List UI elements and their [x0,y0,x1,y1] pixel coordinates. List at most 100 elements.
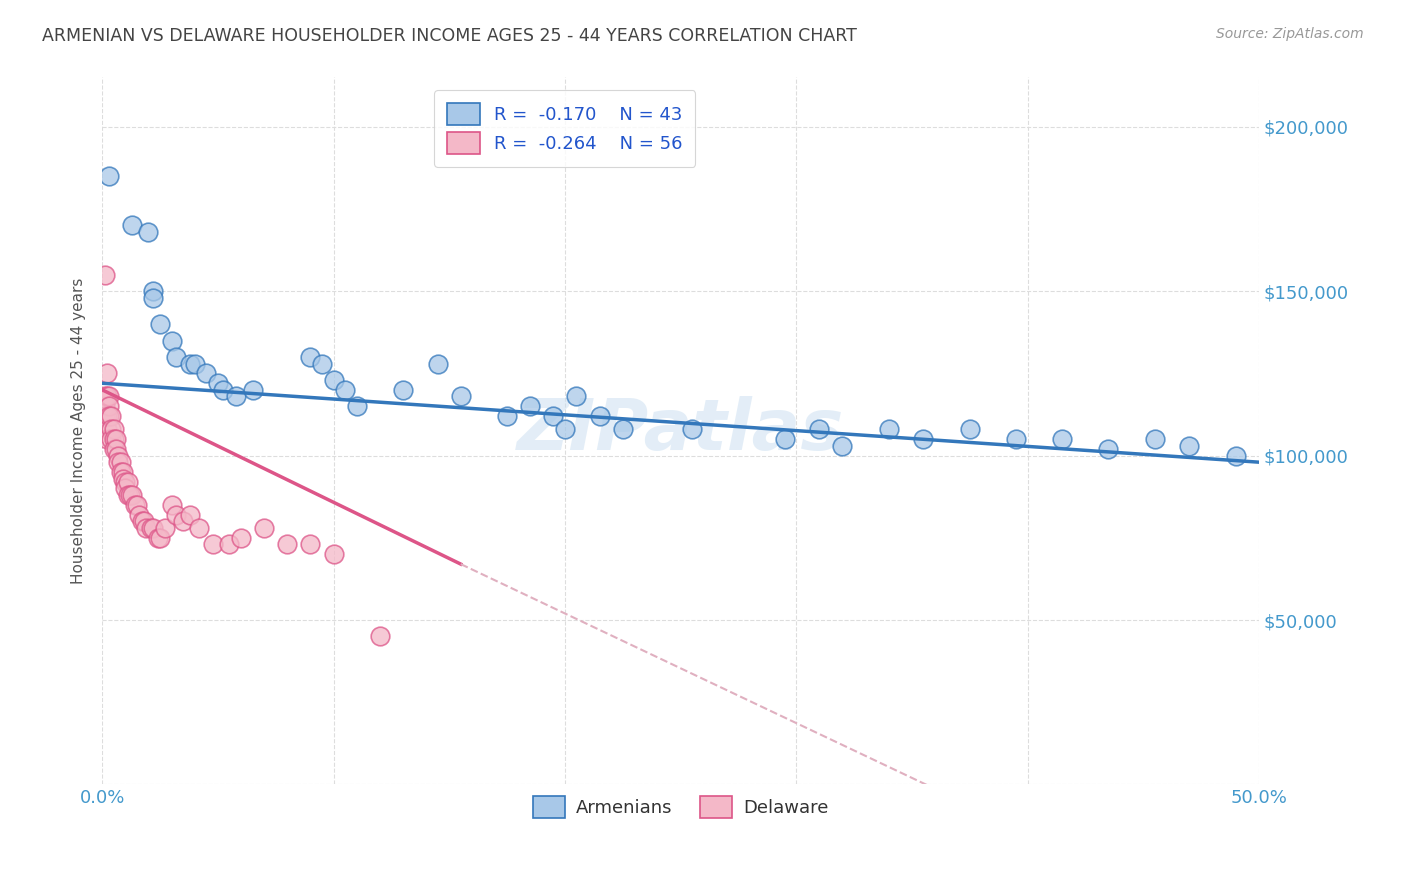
Point [299,350,322,364]
Point [160,334,183,348]
Point [959,422,981,436]
Point [519,399,541,413]
Point [554,422,576,436]
Point [132,514,155,528]
Point [1225,449,1247,463]
Point [118,488,141,502]
Point [103,442,125,456]
Point [139,521,162,535]
Point [565,389,588,403]
Point [1005,432,1028,446]
Point [105,442,128,456]
Point [160,498,183,512]
Point [100,409,122,424]
Point [96,389,118,403]
Point [105,432,128,446]
Point [103,422,125,436]
Point [218,537,240,551]
Point [149,317,172,331]
Point [322,547,344,561]
Point [98,409,121,424]
Point [112,472,135,486]
Point [322,373,344,387]
Point [1097,442,1119,456]
Point [253,521,276,535]
Text: ARMENIAN VS DELAWARE HOUSEHOLDER INCOME AGES 25 - 44 YEARS CORRELATION CHART: ARMENIAN VS DELAWARE HOUSEHOLDER INCOME … [42,27,858,45]
Text: Source: ZipAtlas.com: Source: ZipAtlas.com [1216,27,1364,41]
Point [93,389,115,403]
Point [311,357,333,371]
Point [96,367,118,381]
Point [368,630,391,644]
Point [276,537,298,551]
Point [121,219,143,233]
Point [93,409,115,424]
Legend: Armenians, Delaware: Armenians, Delaware [526,789,835,825]
Point [207,376,229,391]
Point [450,389,472,403]
Point [124,498,146,512]
Point [165,350,187,364]
Point [138,225,160,239]
Point [93,268,115,282]
Point [117,488,139,502]
Point [1178,439,1201,453]
Point [184,357,207,371]
Point [831,439,853,453]
Point [96,422,118,436]
Point [112,465,135,479]
Point [146,531,169,545]
Point [131,514,153,528]
Point [877,422,900,436]
Point [153,521,176,535]
Point [195,367,218,381]
Point [299,537,322,551]
Point [346,399,368,413]
Point [1143,432,1166,446]
Point [128,508,150,522]
Point [100,422,122,436]
Point [114,475,136,489]
Point [179,508,201,522]
Point [142,521,165,535]
Point [100,432,122,446]
Point [125,498,148,512]
Point [179,357,201,371]
Point [242,383,264,397]
Point [96,432,118,446]
Point [96,409,118,424]
Point [142,291,165,305]
Point [98,169,121,183]
Point [98,399,121,413]
Point [202,537,225,551]
Point [588,409,610,424]
Point [392,383,415,397]
Point [808,422,831,436]
Point [681,422,703,436]
Point [103,432,125,446]
Point [107,455,129,469]
Point [172,514,194,528]
Point [612,422,634,436]
Point [114,482,136,496]
Point [110,465,132,479]
Point [142,284,165,298]
Point [188,521,211,535]
Point [229,531,252,545]
Point [211,383,233,397]
Point [165,508,187,522]
Point [110,455,132,469]
Point [149,531,172,545]
Point [121,488,143,502]
Y-axis label: Householder Income Ages 25 - 44 years: Householder Income Ages 25 - 44 years [72,277,86,584]
Point [426,357,449,371]
Point [496,409,519,424]
Point [773,432,796,446]
Point [93,399,115,413]
Point [107,449,129,463]
Text: ZIPatlas: ZIPatlas [517,396,844,466]
Point [912,432,935,446]
Point [225,389,247,403]
Point [543,409,565,424]
Point [1050,432,1073,446]
